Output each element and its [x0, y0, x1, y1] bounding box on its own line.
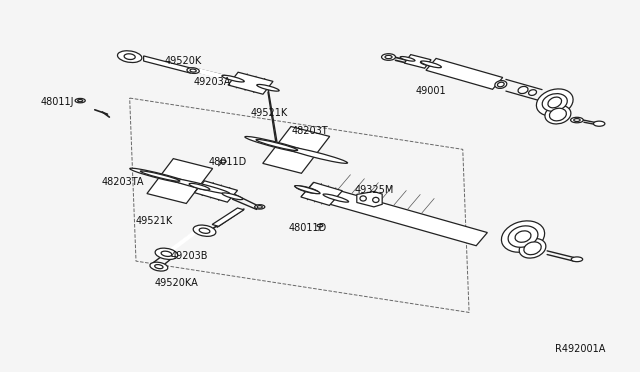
Polygon shape [301, 182, 342, 205]
Text: 48203TA: 48203TA [101, 177, 143, 187]
Ellipse shape [542, 94, 567, 111]
Ellipse shape [220, 160, 226, 163]
Text: 49203A: 49203A [193, 77, 230, 87]
Ellipse shape [150, 262, 168, 271]
Text: 48011J: 48011J [41, 97, 74, 107]
Text: 49520KA: 49520KA [155, 278, 199, 288]
Ellipse shape [256, 140, 298, 151]
Polygon shape [143, 56, 191, 73]
Polygon shape [263, 126, 330, 173]
Ellipse shape [193, 225, 216, 236]
Ellipse shape [161, 251, 172, 256]
Ellipse shape [519, 238, 546, 258]
Ellipse shape [524, 242, 541, 255]
Text: 48011D: 48011D [288, 223, 326, 233]
Text: 48011D: 48011D [209, 157, 247, 167]
Ellipse shape [155, 248, 178, 259]
Ellipse shape [222, 75, 244, 82]
Polygon shape [426, 58, 502, 89]
Ellipse shape [294, 186, 320, 194]
Text: 48203T: 48203T [291, 126, 328, 136]
Ellipse shape [571, 117, 583, 123]
Ellipse shape [199, 228, 210, 233]
Ellipse shape [187, 68, 199, 73]
Ellipse shape [296, 186, 319, 193]
Text: 49325M: 49325M [355, 185, 394, 195]
Polygon shape [195, 181, 237, 202]
Text: 49001: 49001 [415, 86, 446, 96]
Ellipse shape [77, 100, 83, 102]
Ellipse shape [255, 205, 265, 209]
Ellipse shape [593, 121, 605, 126]
Ellipse shape [420, 61, 442, 68]
Text: 49521K: 49521K [136, 216, 173, 226]
Ellipse shape [545, 105, 571, 124]
Ellipse shape [372, 198, 379, 202]
Ellipse shape [189, 183, 210, 190]
Ellipse shape [245, 137, 309, 153]
Polygon shape [404, 55, 431, 68]
Ellipse shape [257, 206, 262, 208]
Ellipse shape [495, 81, 507, 89]
Ellipse shape [420, 62, 435, 66]
Ellipse shape [536, 89, 573, 116]
Ellipse shape [381, 54, 396, 60]
Polygon shape [212, 208, 244, 226]
Polygon shape [301, 183, 488, 246]
Ellipse shape [497, 82, 504, 87]
Ellipse shape [317, 224, 323, 227]
Ellipse shape [140, 171, 180, 181]
Ellipse shape [550, 108, 566, 121]
Polygon shape [228, 72, 273, 94]
Ellipse shape [385, 55, 392, 59]
Ellipse shape [360, 196, 366, 201]
Ellipse shape [501, 221, 545, 252]
Ellipse shape [574, 119, 580, 122]
Ellipse shape [222, 193, 243, 200]
Ellipse shape [518, 86, 528, 94]
Ellipse shape [130, 168, 191, 184]
Ellipse shape [515, 231, 531, 242]
Text: 49520K: 49520K [164, 57, 202, 67]
Ellipse shape [529, 90, 536, 95]
Ellipse shape [572, 257, 582, 262]
Ellipse shape [284, 146, 348, 163]
Polygon shape [356, 192, 382, 207]
Ellipse shape [118, 51, 142, 62]
Ellipse shape [508, 226, 538, 247]
Ellipse shape [124, 54, 135, 60]
Ellipse shape [548, 97, 561, 108]
Ellipse shape [155, 264, 163, 269]
Ellipse shape [190, 69, 196, 72]
Text: R492001A: R492001A [555, 344, 605, 354]
Ellipse shape [323, 194, 349, 202]
Ellipse shape [257, 84, 279, 91]
Ellipse shape [169, 178, 230, 194]
Ellipse shape [75, 99, 85, 103]
Ellipse shape [400, 57, 415, 61]
Text: 49521K: 49521K [250, 108, 287, 118]
Polygon shape [147, 158, 212, 203]
Text: 49203B: 49203B [171, 251, 209, 261]
